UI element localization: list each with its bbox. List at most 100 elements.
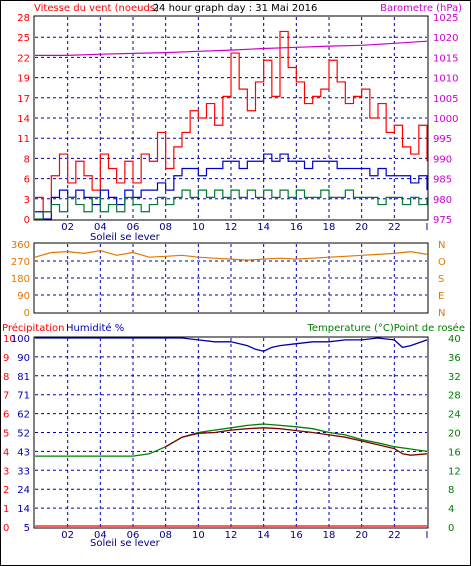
precipitation-y-tick: 2 [3, 485, 9, 496]
precipitation-title: Précipitation [2, 322, 65, 334]
climate-x-tick: 08 [159, 530, 172, 541]
temperature-y-tick: 24 [448, 410, 461, 421]
climate-x-tick: 16 [290, 530, 303, 541]
climate-x-tick: I [426, 530, 429, 541]
wind-x-axis: 02 04 06 08 10 12 14 16 18 20 22 I [61, 222, 428, 233]
humidity-title: Humidité % [66, 322, 124, 334]
climate-x-tick: 06 [127, 530, 140, 541]
climate-series-temperature [35, 423, 428, 457]
compass-y-tick: N [438, 240, 445, 251]
wind-y-tick: 22 [17, 53, 30, 64]
wind-series-direction_gust [35, 189, 428, 220]
barometer-y-tick: 985 [433, 175, 452, 186]
precipitation-y-tick: 7 [3, 391, 9, 402]
humidity-y-tick: 43 [17, 447, 30, 458]
wind-y-tick: 14 [17, 114, 30, 125]
wind-y-tick: 28 [17, 13, 30, 24]
barometer-y-tick: 1020 [433, 33, 458, 44]
wind-speed-title: Vitesse du vent (noeuds) [34, 3, 159, 14]
climate-x-tick: 14 [257, 530, 270, 541]
wind-x-tick: 18 [323, 222, 336, 233]
direction-y-axis-left: 360 270 180 90 0 [11, 240, 30, 319]
temperature-y-tick: 12 [448, 466, 461, 477]
direction-y-tick: 180 [11, 274, 30, 285]
temperature-y-tick: 16 [448, 447, 461, 458]
wind-y-axis-left: 28 25 22 19 17 14 11 8 6 3 0 [17, 13, 30, 226]
climate-x-axis: 02 04 06 08 10 12 14 16 18 20 22 I [61, 530, 428, 541]
climate-series [35, 337, 428, 527]
humidity-y-tick: 14 [17, 504, 30, 515]
climate-grid [35, 338, 427, 527]
direction-line [34, 249, 428, 261]
precipitation-y-tick: 1 [3, 504, 9, 515]
climate-panel-frame [33, 336, 429, 529]
wind-x-tick: 12 [225, 222, 238, 233]
wind-y-tick: 19 [17, 74, 30, 85]
wind-x-tick: 04 [94, 222, 107, 233]
compass-y-tick: N [438, 308, 445, 319]
wind-y-tick: 11 [17, 134, 30, 145]
barometer-y-tick: 990 [433, 154, 452, 165]
graph-title: 24 hour graph day : 31 Mai 2016 [153, 3, 318, 14]
wind-series-barometer [35, 40, 428, 56]
direction-series [34, 249, 428, 261]
wind-x-tick: 14 [257, 222, 270, 233]
wind-y-tick: 17 [17, 94, 30, 105]
barometer-y-tick: 1010 [433, 74, 458, 85]
temperature-y-tick: 36 [448, 353, 461, 364]
direction-panel-frame [33, 242, 429, 314]
precipitation-y-tick: 8 [3, 372, 9, 383]
climate-x-tick: 18 [323, 530, 336, 541]
wind-x-tick: 20 [355, 222, 368, 233]
humidity-y-tick: 71 [17, 391, 30, 402]
precipitation-y-tick: 0 [3, 523, 9, 534]
wind-x-tick: 22 [388, 222, 401, 233]
barometer-y-tick: 1000 [433, 114, 458, 125]
climate-sunrise-caption: Soleil se lever [90, 538, 161, 549]
climate-x-tick: 04 [94, 530, 107, 541]
wind-panel-frame [33, 15, 429, 221]
temperature-y-tick: 0 [448, 523, 454, 534]
climate-x-tick: 22 [388, 530, 401, 541]
wind-series [35, 30, 428, 220]
wind-x-tick: 16 [290, 222, 303, 233]
climate-x-tick: 02 [61, 530, 74, 541]
climate-x-tick: 12 [225, 530, 238, 541]
precipitation-y-tick: 4 [3, 447, 9, 458]
direction-grid [35, 244, 427, 312]
humidity-y-tick: 24 [17, 485, 30, 496]
temperature-dewpoint-title: Temperature (°C)Point de rosée [306, 322, 465, 334]
wind-x-tick: I [426, 222, 429, 233]
wind-series-gust [35, 30, 428, 213]
humidity-y-tick: 33 [17, 466, 30, 477]
wind-x-tick: 02 [61, 222, 74, 233]
direction-y-tick: 270 [11, 257, 30, 268]
wind-x-tick: 08 [159, 222, 172, 233]
humidity-y-tick: 62 [17, 410, 30, 421]
climate-x-tick: 10 [192, 530, 205, 541]
wind-y-tick: 6 [24, 175, 30, 186]
precipitation-y-tick: 5 [3, 429, 9, 440]
compass-y-tick: E [438, 291, 444, 302]
compass-y-tick: O [438, 257, 446, 268]
temperature-y-tick: 8 [448, 485, 454, 496]
direction-y-tick: 90 [17, 291, 30, 302]
wind-y-tick: 8 [24, 154, 30, 165]
barometer-title: Barometre (hPa) [380, 3, 462, 14]
wind-x-tick: 10 [192, 222, 205, 233]
barometer-y-tick: 1015 [433, 53, 458, 64]
precipitation-y-tick: 6 [3, 410, 9, 421]
climate-x-tick: 20 [355, 530, 368, 541]
temperature-y-tick: 28 [448, 391, 461, 402]
wind-y-axis-right: 1025 1020 1015 1010 1005 1000 995 990 985 980 975 [433, 13, 458, 226]
temperature-y-tick: 4 [448, 504, 454, 515]
humidity-y-tick: 52 [17, 429, 30, 440]
wind-sunrise-caption: Soleil se lever [90, 232, 161, 243]
precipitation-y-tick: 3 [3, 466, 9, 477]
precipitation-y-tick: 10 [3, 334, 16, 345]
climate-series-dewpoint [165, 427, 428, 456]
humidity-y-tick: 100 [11, 334, 30, 345]
